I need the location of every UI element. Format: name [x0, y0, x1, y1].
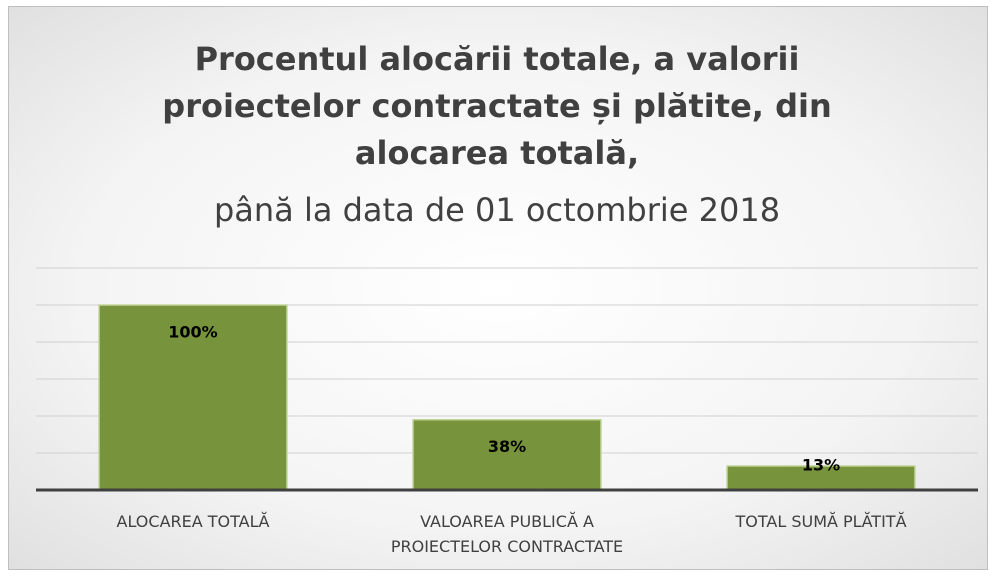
bar	[98, 304, 288, 491]
data-label: 100%	[168, 323, 217, 342]
chart-title: Procentul alocării totale, a valorii pro…	[162, 40, 832, 172]
chart-subtitle: până la data de 01 octombrie 2018	[213, 191, 781, 229]
bar	[726, 465, 916, 491]
x-tick-label: VALOAREA PUBLICĂ A PROIECTELOR CONTRACTA…	[390, 512, 624, 556]
data-label: 38%	[488, 437, 526, 456]
data-label: 13%	[802, 456, 840, 475]
x-tick-label: TOTAL SUMĂ PLĂTITĂ	[735, 512, 907, 531]
bar	[412, 418, 602, 491]
x-tick-label: ALOCAREA TOTALĂ	[116, 512, 270, 531]
